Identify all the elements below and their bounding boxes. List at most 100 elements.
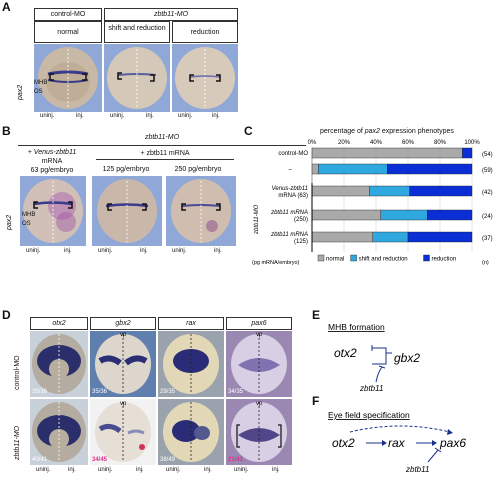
panel-f-regulator: zbtb11 — [405, 465, 429, 474]
panel-b-col2-header: 125 pg/embryo — [102, 166, 150, 173]
panel-c-bar-segment — [407, 231, 473, 243]
panel-c-count: (59) — [482, 168, 493, 174]
panel-b-inj-2: inj. — [140, 248, 148, 254]
panel-c-unit-label: (pg mRNA/embryo) — [252, 260, 300, 266]
panel-d-count-rax-zbtb11: 38/49 — [160, 457, 176, 463]
panel-c-bar-segment — [311, 209, 382, 221]
panel-b-letter: B — [2, 124, 11, 138]
panel-b-stain-label: pax2 — [6, 214, 13, 230]
panel-c-n-label: (n) — [482, 260, 489, 266]
panel-c-tick-label: 80% — [434, 140, 447, 146]
panel-d-count-gbx2-zbtb11: 34/45 — [92, 457, 108, 463]
panel-b-inj-3: inj. — [214, 248, 222, 254]
panel-d-inj-1: inj. — [68, 467, 76, 473]
panel-c-count: (24) — [482, 214, 493, 220]
panel-a-phenotype-normal: normal — [34, 21, 102, 43]
panel-c-legend-label: reduction — [432, 257, 457, 263]
panel-a-phenotype-reduction: reduction — [172, 21, 238, 43]
panel-b-uninj-3: uninj. — [172, 248, 187, 254]
panel-d-gene-gbx2: gbx2 — [90, 317, 156, 330]
panel-c-bar-segment — [311, 147, 463, 159]
panel-b-col23-header: + zbtb11 mRNA — [96, 148, 234, 160]
panel-c-title-gene: pax2 — [364, 128, 380, 135]
panel-b-col1-header: + Venus-zbtb11 mRNA 63 pg/embryo — [20, 148, 84, 175]
panel-a-uninj-3: uninj. — [178, 113, 193, 119]
panel-c-bar-segment — [462, 147, 473, 159]
panel-d-row1-label: control-MO — [14, 355, 21, 390]
panel-f-gene2: rax — [388, 436, 406, 450]
panel-c-count: (42) — [482, 190, 493, 196]
panel-d-uninj-3: uninj. — [166, 467, 181, 473]
panel-c-bar-segment — [426, 209, 473, 221]
panel-c-tick-label: 100% — [464, 140, 480, 146]
panel-a-embryo-normal — [34, 44, 102, 112]
panel-b-col1-line3: 63 pg/embryo — [30, 167, 74, 174]
panel-d-pax6-zbtb11 — [226, 399, 292, 465]
panel-f-arrows — [349, 425, 453, 463]
panel-c-legend-swatch — [423, 254, 430, 262]
panel-d-vp-gbx2-1: vp — [120, 332, 127, 338]
panel-b-embryo-125 — [92, 176, 162, 246]
panel-d-gene-rax: rax — [158, 317, 224, 330]
panel-c-row-label: mRNA (63) — [278, 193, 308, 199]
panel-c-side-label: zbtb11-MO — [254, 204, 260, 235]
panel-d-count-rax-control: 29/35 — [160, 389, 176, 395]
panel-a-mhb-label: MHB — [34, 80, 48, 86]
panel-a-os-label: OS — [34, 89, 43, 95]
panel-e-title: MHB formation — [328, 322, 385, 332]
panel-f-letter: F — [312, 394, 320, 408]
panel-d-uninj-1: uninj. — [36, 467, 51, 473]
panel-f-gene3: pax6 — [439, 436, 466, 450]
panel-c-row-label: control-MO — [278, 151, 308, 157]
panel-d-rax-zbtb11 — [158, 399, 224, 465]
panel-b-col3-header: 250 pg/embryo — [174, 166, 222, 173]
panel-b-col1-line1: + Venus-zbtb11 — [27, 149, 77, 156]
panel-c-chart: 0% 20% 40% 60% 80% 100% control-MO – Venus-zbtb… — [252, 140, 493, 266]
panel-d-count-pax6-zbtb11: 21/41 — [228, 457, 244, 463]
panel-c-bar-segment — [311, 185, 370, 197]
panel-e-repression-arrows — [371, 345, 392, 383]
panel-c-bar-segment — [372, 231, 409, 243]
panel-a-uninj: uninj. — [40, 113, 55, 119]
panel-c-bar-segment — [369, 185, 410, 197]
panel-d-count-pax6-control: 34/35 — [228, 389, 244, 395]
panel-c-legend-label: normal — [326, 257, 344, 263]
panel-c-bar-segment — [409, 185, 473, 197]
panel-c-row-label: zbtb11 mRNA — [270, 232, 308, 238]
panel-a-inj-3: inj. — [212, 113, 220, 119]
panel-d-count-otx2-zbtb11: 40/41 — [32, 457, 48, 463]
panel-c-bar-segment — [311, 231, 373, 243]
panel-d-letter: D — [2, 308, 11, 322]
panel-e-regulator: zbtb11 — [359, 384, 383, 393]
panel-a-inj-2: inj. — [146, 113, 154, 119]
panel-a-group1: control-MO — [34, 8, 102, 21]
panel-e-diagram: MHB formation otx2 gbx2 zbtb11 — [328, 322, 420, 393]
panel-c-title: percentage of pax2 expression phenotypes — [320, 128, 454, 135]
panel-b-group: zbtb11-MO — [18, 132, 306, 146]
panel-d-inj-3: inj. — [204, 467, 212, 473]
panel-d-inj-4: inj. — [272, 467, 280, 473]
panel-c-count: (37) — [482, 236, 493, 242]
panel-f-gene1: otx2 — [332, 436, 355, 450]
panel-c-bar-segment — [311, 163, 319, 175]
panel-c-bar-segment — [318, 163, 388, 175]
panel-f-diagram: Eye field specification otx2 rax pax6 zb… — [328, 410, 466, 474]
panel-d-count-gbx2-control: 35/36 — [92, 389, 108, 395]
panel-d-rax-control — [158, 331, 224, 397]
panel-b-embryo-venus — [20, 176, 86, 246]
panel-c-bar-segment — [386, 163, 473, 175]
panel-d-row2-label: zbtb11-MO — [14, 425, 21, 460]
panel-a-group2: zbtb11-MO — [104, 8, 238, 21]
panel-a-stain-label: pax2 — [17, 84, 24, 100]
panel-d-count-otx2-control: 35/36 — [32, 389, 48, 395]
panel-f-title: Eye field specification — [328, 410, 410, 420]
panel-d-gene-otx2: otx2 — [30, 317, 88, 330]
panel-e-letter: E — [312, 308, 321, 322]
panel-a-embryo-reduction — [172, 44, 238, 112]
panel-b-col1-line2: mRNA — [41, 158, 63, 165]
panel-c-row-label: zbtb11 mRNA — [270, 210, 308, 216]
panel-d-gene-pax6: pax6 — [226, 317, 292, 330]
panel-c-letter: C — [244, 124, 253, 138]
panel-b-embryo-250 — [166, 176, 236, 246]
panel-c-bar-segment — [380, 209, 428, 221]
